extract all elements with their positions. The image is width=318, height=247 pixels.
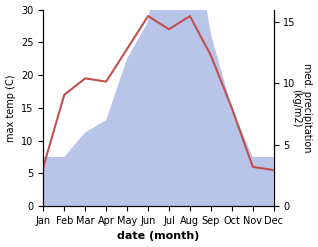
Y-axis label: max temp (C): max temp (C) bbox=[5, 74, 16, 142]
Y-axis label: med. precipitation
(kg/m2): med. precipitation (kg/m2) bbox=[291, 63, 313, 153]
X-axis label: date (month): date (month) bbox=[117, 231, 200, 242]
